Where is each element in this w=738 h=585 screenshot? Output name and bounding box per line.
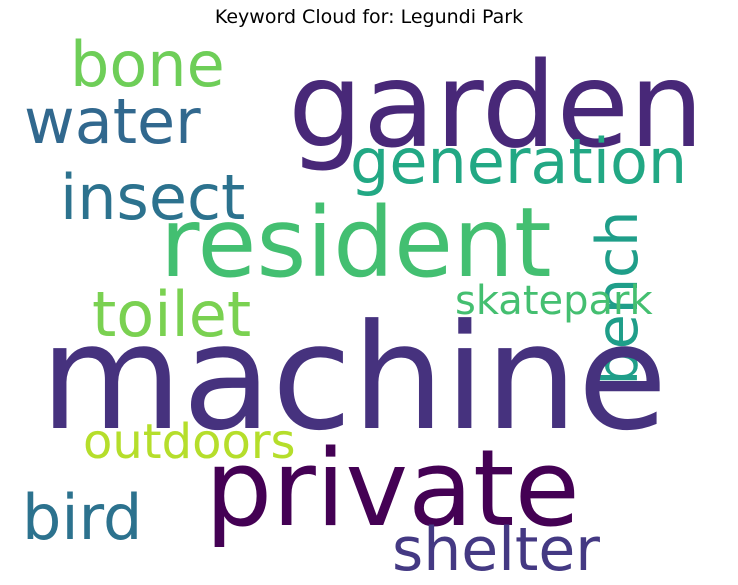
word-toilet: toilet	[92, 278, 252, 351]
chart-title: Keyword Cloud for: Legundi Park	[214, 6, 524, 28]
word-private: private	[205, 427, 580, 550]
word-outdoors: outdoors	[83, 414, 296, 470]
word-shelter: shelter	[392, 515, 600, 585]
word-generation: generation	[350, 125, 688, 198]
word-insect: insect	[60, 161, 246, 234]
word-machine: machine	[40, 293, 668, 463]
word-skatepark: skatepark	[455, 278, 653, 324]
word-bird: bird	[22, 481, 143, 554]
word-water: water	[24, 85, 201, 158]
word-resident: resident	[160, 187, 552, 299]
word-bone: bone	[70, 28, 225, 101]
word-garden: garden	[288, 36, 704, 174]
